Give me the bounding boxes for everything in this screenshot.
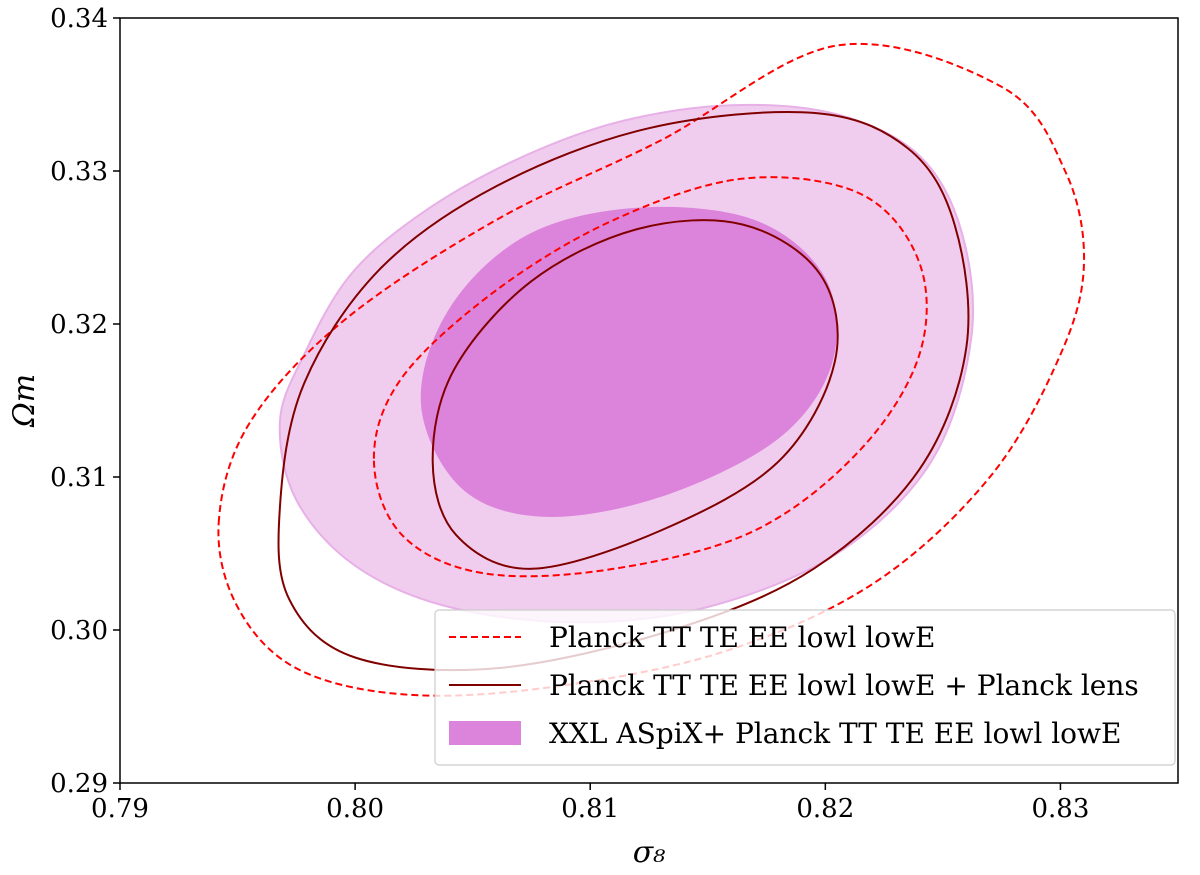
x-tick-label: 0.81: [561, 794, 619, 824]
y-tick-label: 0.34: [50, 4, 108, 34]
x-tick-label: 0.82: [796, 794, 854, 824]
plot-frame: [119, 17, 1179, 784]
y-tick-label: 0.31: [50, 463, 108, 493]
legend: Planck TT TE EE lowl lowE Planck TT TE EE…: [434, 609, 1176, 766]
contour-layer: [217, 42, 1086, 697]
planck-2sigma-contour: [217, 42, 1086, 697]
x-tick-label: 0.83: [1031, 794, 1089, 824]
axes: 0.79 0.80 0.81 0.82 0.83 0.29 0.30 0.31 0.32 0.33…: [7, 4, 1179, 870]
y-tick-label: 0.29: [50, 769, 108, 799]
x-tick-label: 0.80: [326, 794, 384, 824]
y-axis-label: Ωm: [7, 374, 42, 428]
y-tick-label: 0.32: [50, 310, 108, 340]
x-axis-label: σ₈: [633, 835, 666, 870]
legend-box: [434, 609, 1176, 766]
xxl-aspix-1sigma-contour: [420, 206, 838, 517]
planck-lens-1sigma-contour: [431, 219, 839, 570]
y-tick-label: 0.33: [50, 157, 108, 187]
legend-swatch-filled: [449, 721, 521, 745]
y-tick-label: 0.30: [50, 616, 108, 646]
legend-label: XXL ASpiX+ Planck TT TE EE lowl lowE: [549, 717, 1121, 750]
legend-label: Planck TT TE EE lowl lowE + Planck lens: [549, 669, 1139, 702]
planck-1sigma-contour: [372, 176, 928, 578]
x-tick-label: 0.79: [91, 794, 149, 824]
legend-label: Planck TT TE EE lowl lowE: [549, 621, 936, 654]
